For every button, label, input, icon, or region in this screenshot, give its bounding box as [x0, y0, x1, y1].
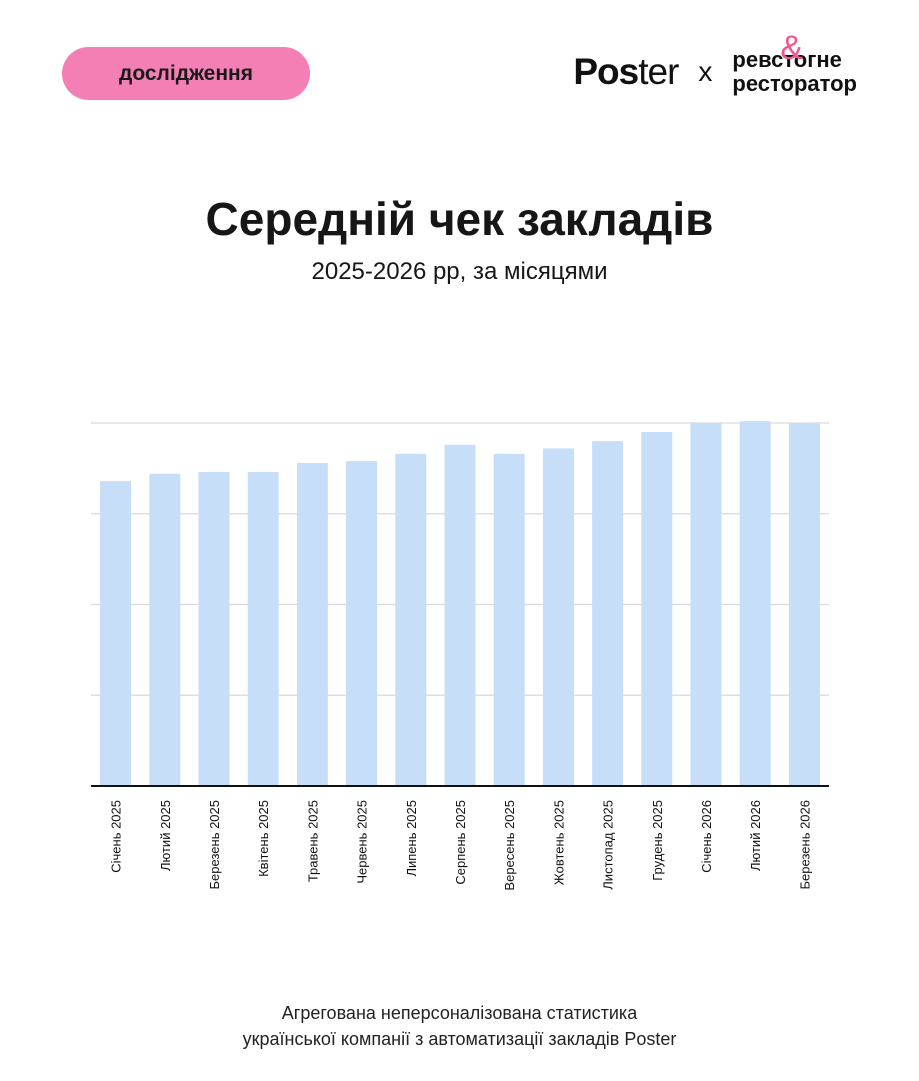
poster-logo-a: Pos: [573, 51, 639, 92]
chart-subtitle: 2025-2026 рр, за місяцями: [311, 258, 608, 285]
partner-logo-line2: ресторатор: [732, 71, 857, 96]
bar: [592, 441, 624, 786]
research-badge-label: дослідження: [119, 61, 253, 85]
x-tick-label: Лютий 2025: [158, 800, 173, 871]
x-tick-label: Березень 2026: [797, 800, 812, 889]
x-tick-label: Квітень 2025: [256, 800, 271, 877]
x-tick-label: Липень 2025: [404, 800, 419, 877]
x-tick-label: Лютий 2026: [748, 800, 763, 871]
footer-line1: Агрегована неперсоналізована статистика: [281, 1003, 638, 1023]
bar: [149, 473, 181, 786]
partner-logo-line1: ревстогне: [732, 47, 842, 72]
bar-chart: Січень 2025 Лютий 2025 Березень 2025 Квітен…: [91, 421, 829, 891]
x-tick-label: Січень 2026: [699, 800, 714, 873]
x-tick-label: Жовтень 2025: [551, 800, 566, 885]
x-tick-label: Березень 2025: [207, 800, 222, 889]
footer-line2: української компанії з автоматизації зак…: [242, 1029, 677, 1049]
x-tick-label: Червень 2025: [355, 800, 370, 884]
bar: [198, 472, 230, 786]
bar: [346, 461, 378, 786]
bar: [100, 481, 132, 786]
bar: [641, 432, 673, 786]
bar: [493, 453, 525, 786]
bar: [444, 444, 476, 786]
chart-title: Середній чек закладів: [205, 193, 714, 245]
x-tick-label: Вересень 2025: [502, 800, 517, 891]
bar: [739, 421, 771, 786]
collab-separator: x: [698, 56, 713, 87]
bar: [690, 423, 722, 786]
footer-note: Агрегована неперсоналізована статистика …: [0, 1000, 919, 1052]
partner-amp: &: [780, 29, 804, 67]
x-tick-label: Січень 2025: [109, 800, 124, 873]
poster-logo: Poster: [573, 51, 679, 93]
brand-row: Poster x & ревстогне ресторатор: [573, 31, 857, 96]
bar: [542, 448, 574, 786]
x-tick-label: Серпень 2025: [453, 800, 468, 885]
poster-logo-b: ter: [638, 51, 679, 92]
x-tick-label: Травень 2025: [305, 800, 320, 882]
x-tick-label: Листопад 2025: [601, 800, 616, 890]
bar: [788, 423, 820, 786]
bar: [296, 462, 328, 786]
partner-logo: & ревстогне ресторатор: [732, 31, 857, 96]
research-badge: дослідження: [62, 47, 310, 100]
x-tick-label: Грудень 2025: [650, 800, 665, 881]
bar: [247, 472, 279, 786]
bar: [395, 453, 427, 786]
